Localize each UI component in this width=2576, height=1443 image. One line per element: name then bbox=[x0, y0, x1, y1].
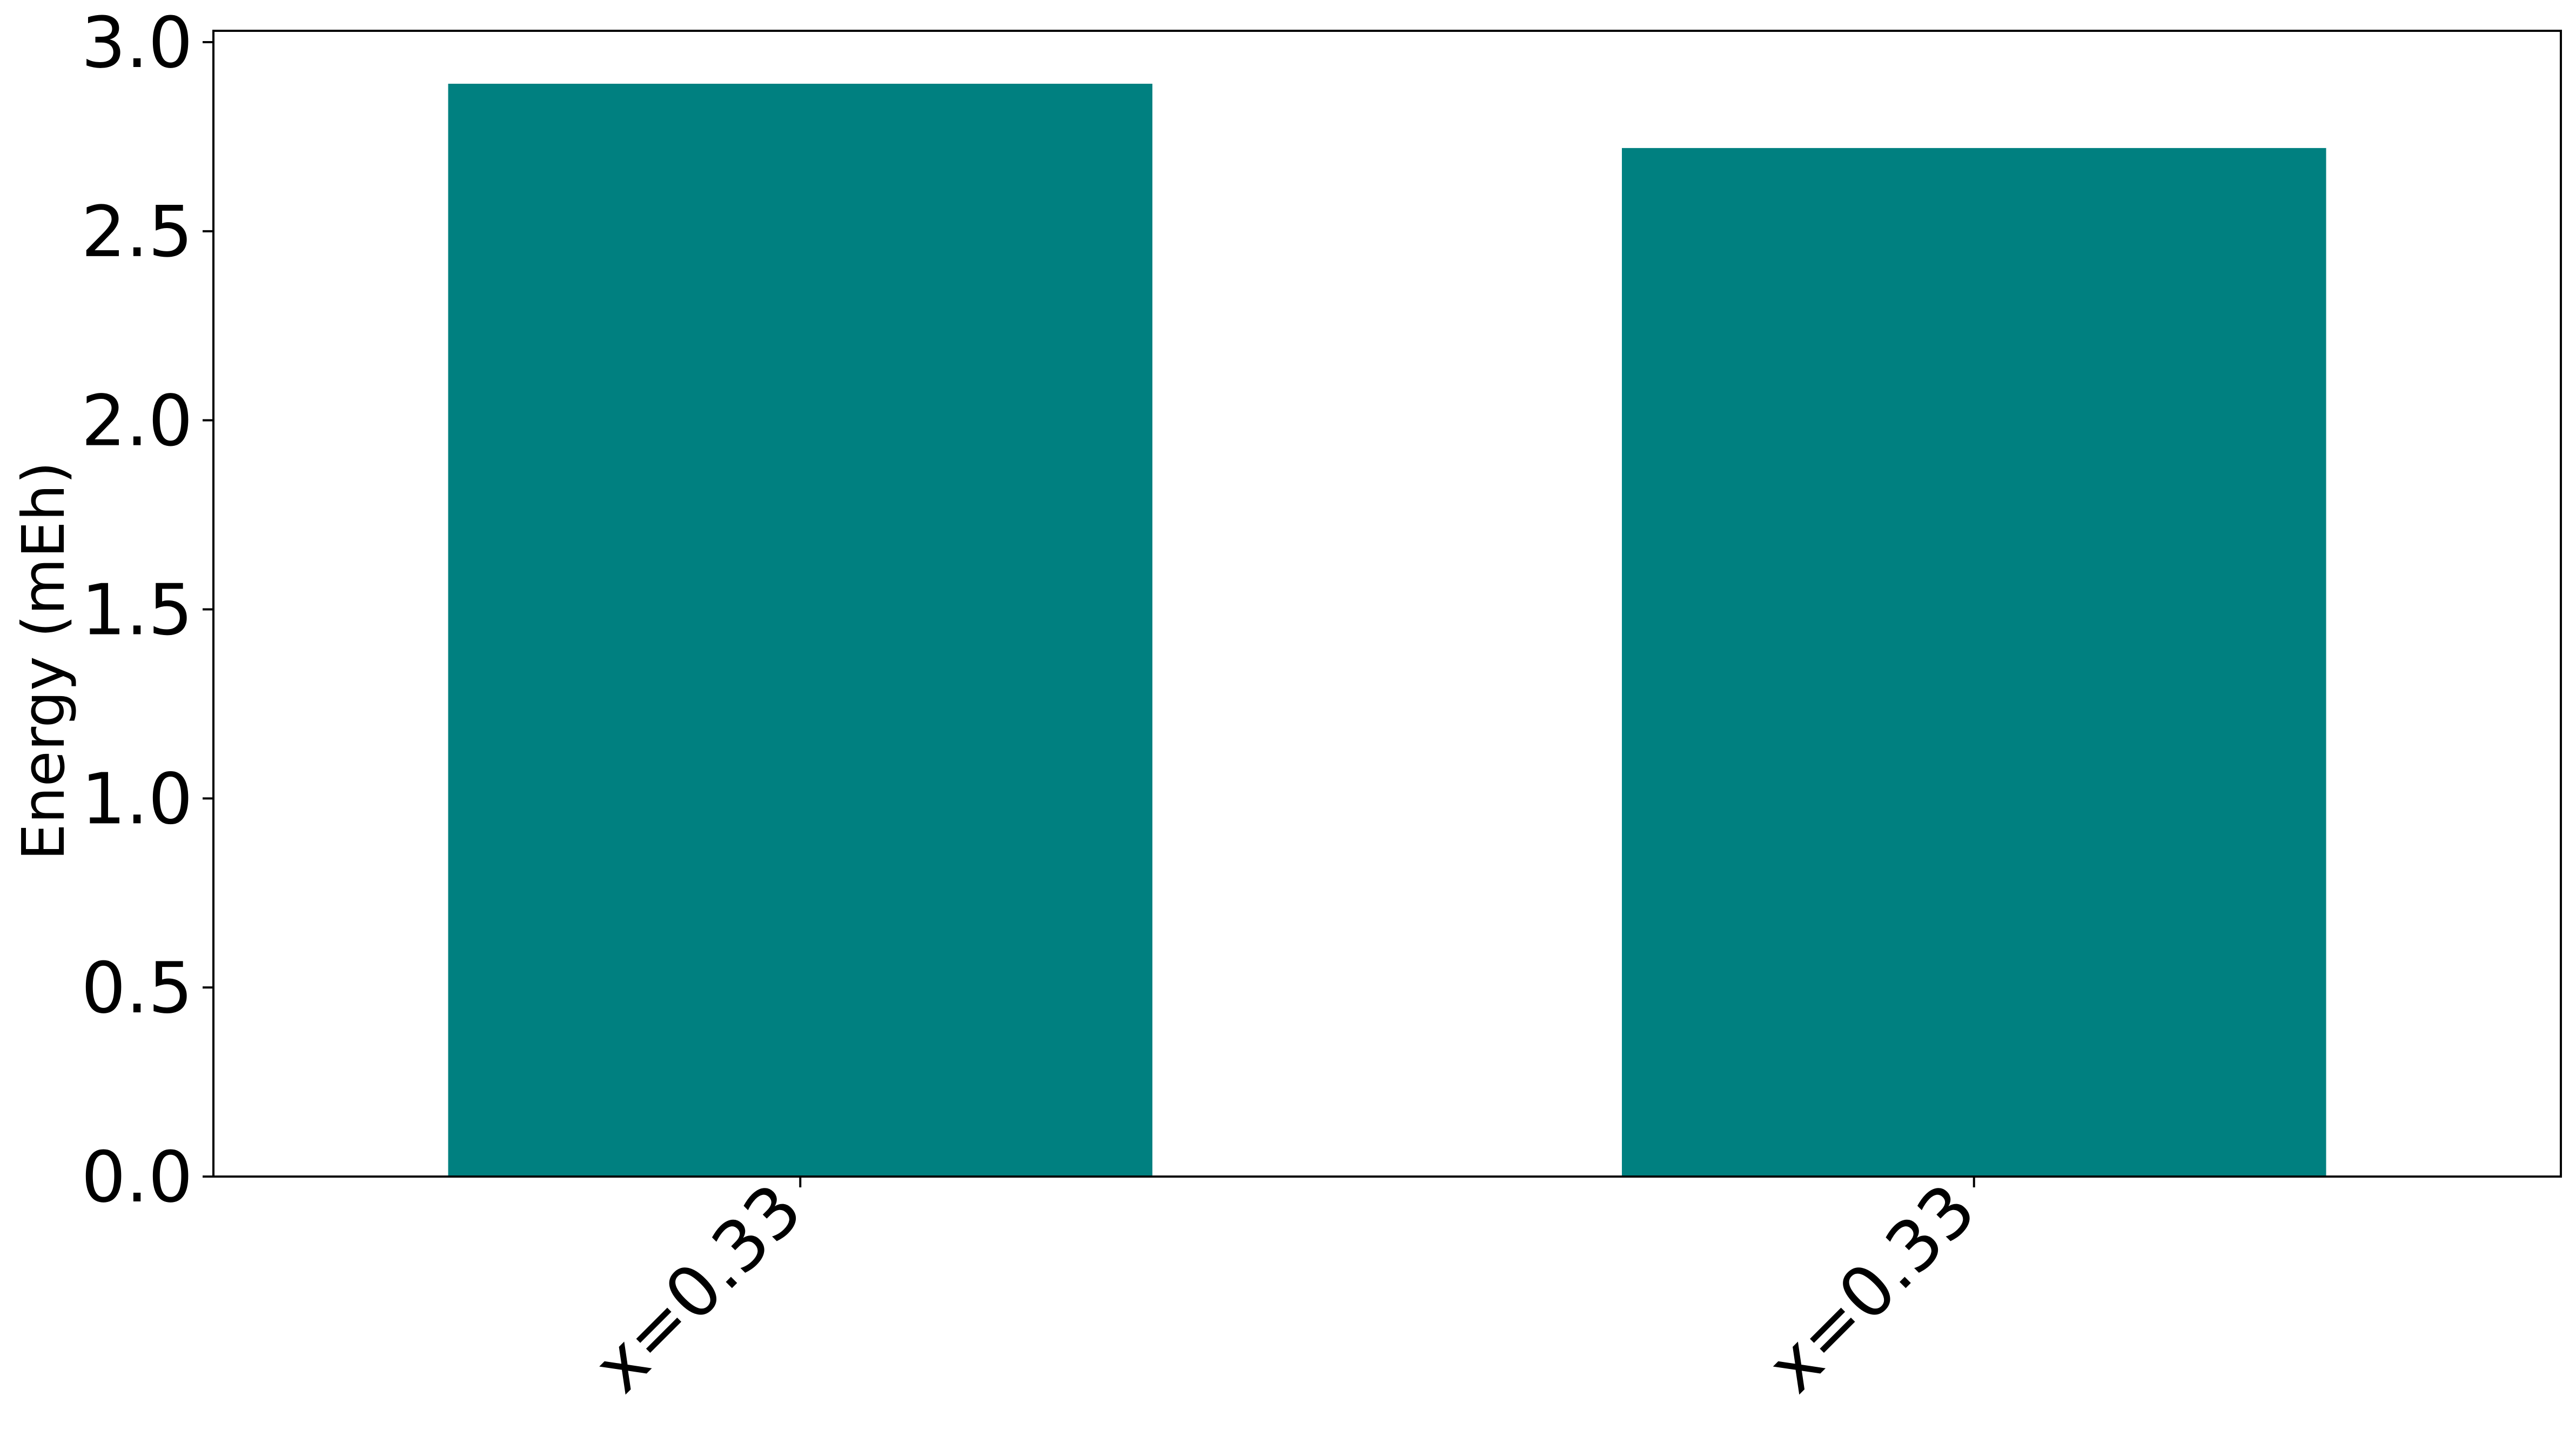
y-tick-label-5: 2.5 bbox=[81, 191, 193, 273]
y-tick-label-6: 3.0 bbox=[81, 2, 193, 84]
bar-1 bbox=[1622, 148, 2326, 1177]
y-tick-label-0: 0.0 bbox=[81, 1136, 193, 1218]
bars-group bbox=[448, 83, 2326, 1177]
x-axis-ticks: x=0.33 x=0.33 bbox=[578, 1168, 1991, 1408]
y-tick-label-1: 0.5 bbox=[81, 947, 193, 1029]
bar-0 bbox=[448, 83, 1152, 1177]
y-axis-ticks: 0.0 0.5 1.0 1.5 2.0 2.5 3.0 bbox=[81, 2, 213, 1218]
plot-frame bbox=[212, 30, 2562, 1178]
y-tick-label-2: 1.0 bbox=[81, 758, 193, 840]
y-tick-label-3: 1.5 bbox=[81, 569, 193, 651]
x-tick-label-1: x=0.33 bbox=[1752, 1168, 1991, 1408]
y-axis-label: Energy (mEh) bbox=[10, 462, 78, 861]
x-tick-label-0: x=0.33 bbox=[578, 1168, 818, 1408]
y-tick-label-4: 2.0 bbox=[81, 380, 193, 462]
